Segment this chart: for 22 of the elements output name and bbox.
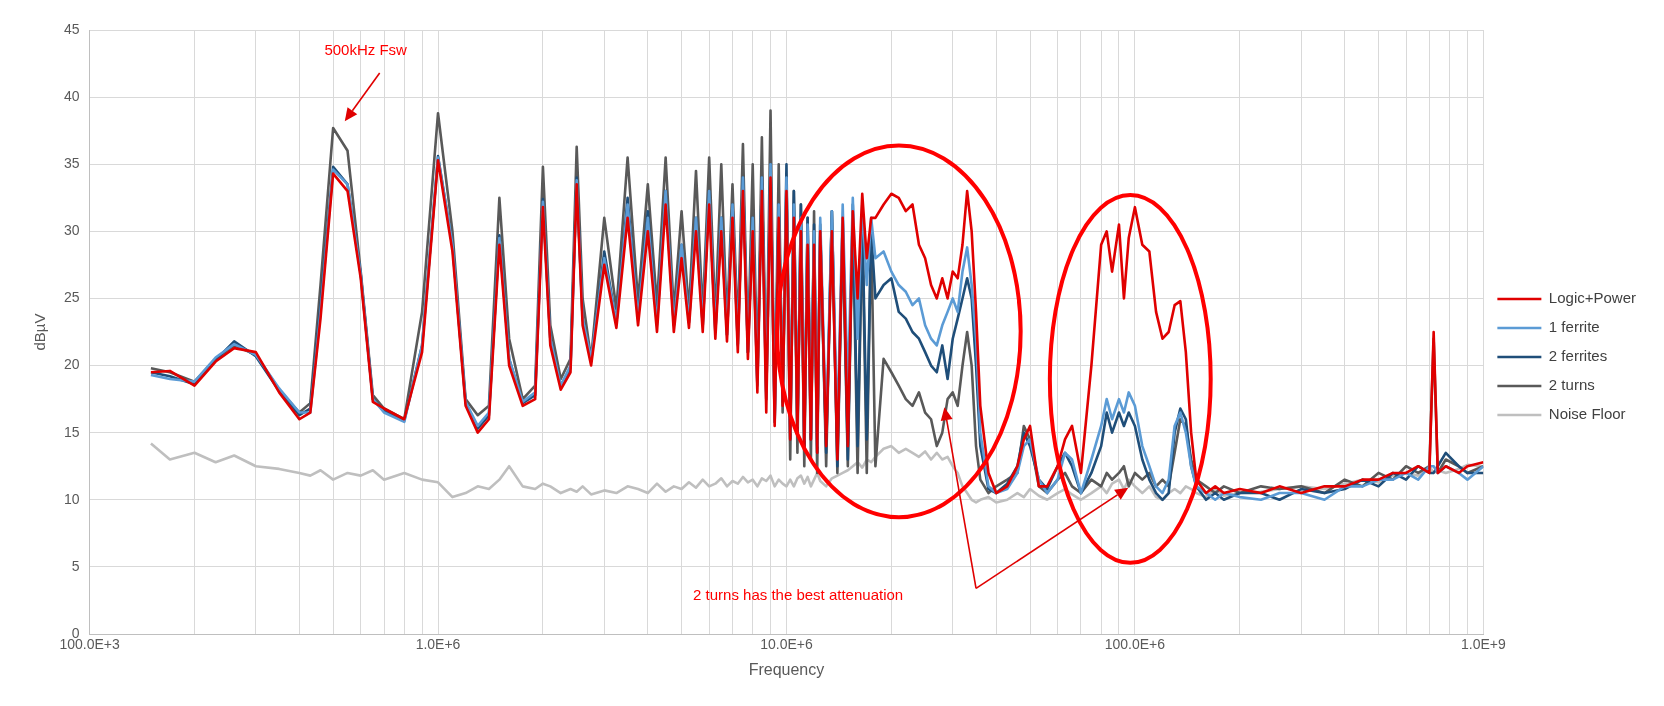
legend-label: 1 ferrite xyxy=(1548,318,1600,336)
x-tick-label: 1.0E+9 xyxy=(1460,636,1506,653)
y-tick-label: 30 xyxy=(63,222,80,239)
y-tick-label: 10 xyxy=(63,490,80,507)
legend-label: 2 turns xyxy=(1548,376,1595,394)
legend-label: Noise Floor xyxy=(1548,405,1626,423)
annotation: 500kHz Fsw xyxy=(324,40,407,58)
y-tick-label: 5 xyxy=(71,557,80,574)
y-tick-label: 25 xyxy=(63,289,80,306)
legend-label: Logic+Power xyxy=(1548,289,1636,307)
y-tick-label: 35 xyxy=(63,155,80,172)
y-tick-label: 40 xyxy=(63,87,80,104)
legend-label: 2 ferrites xyxy=(1548,347,1608,365)
annotation: 2 turns has the best attenuation xyxy=(693,585,904,603)
x-axis-title: Frequency xyxy=(748,660,825,678)
y-axis-title: dBµV xyxy=(31,313,49,351)
y-tick-label: 45 xyxy=(63,20,80,37)
y-tick-label: 20 xyxy=(63,356,80,373)
x-tick-label: 10.0E+6 xyxy=(760,636,813,653)
x-tick-label: 1.0E+6 xyxy=(415,636,461,653)
x-tick-label: 100.0E+6 xyxy=(1104,636,1166,653)
y-tick-label: 15 xyxy=(63,423,80,440)
